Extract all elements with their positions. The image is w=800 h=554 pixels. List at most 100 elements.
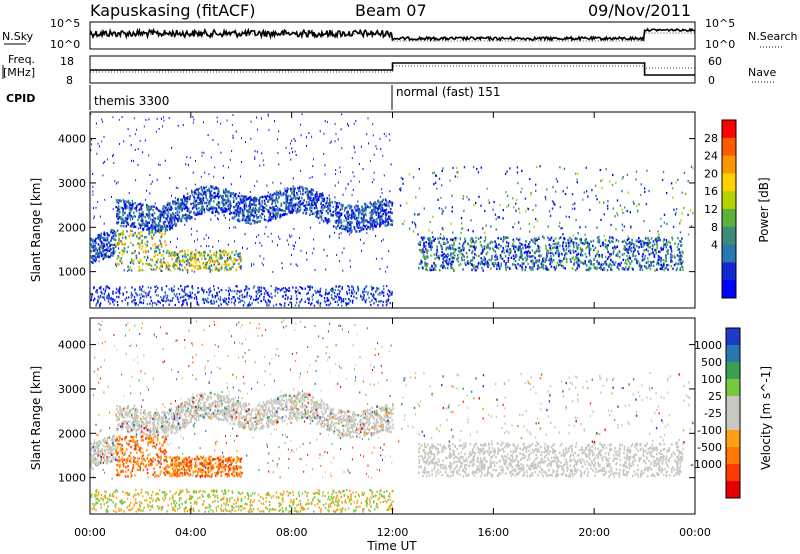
rti-cell bbox=[169, 214, 172, 218]
rti-cell bbox=[315, 206, 318, 210]
rti-cell bbox=[388, 250, 390, 253]
rti-cell bbox=[386, 212, 388, 215]
rti-cell bbox=[171, 289, 173, 292]
rti-cell bbox=[272, 217, 274, 220]
rti-cell bbox=[378, 206, 380, 209]
rti-cell bbox=[342, 224, 345, 228]
rti-cell bbox=[277, 209, 280, 212]
rti-cell bbox=[186, 285, 188, 288]
rti-cell bbox=[118, 216, 120, 219]
rti-cell bbox=[166, 229, 169, 232]
rti-cell bbox=[521, 262, 524, 265]
rti-cell bbox=[328, 291, 331, 294]
rti-cell bbox=[175, 211, 177, 215]
rti-cell bbox=[386, 208, 388, 211]
rti-cell bbox=[485, 224, 487, 227]
rti-cell bbox=[183, 203, 185, 206]
rti-cell bbox=[562, 266, 565, 269]
rti-cell bbox=[591, 189, 593, 192]
rti-cell bbox=[280, 194, 283, 197]
rti-cell bbox=[497, 262, 500, 265]
rti-cell bbox=[222, 204, 225, 208]
rti-cell bbox=[139, 214, 142, 218]
rti-cell bbox=[544, 259, 546, 262]
rti-cell bbox=[164, 159, 166, 162]
rti-cell bbox=[345, 227, 348, 230]
rti-cell bbox=[226, 257, 228, 259]
rti-cell bbox=[623, 268, 626, 271]
rti-cell bbox=[557, 249, 560, 252]
rti-cell bbox=[616, 245, 619, 248]
rti-cell bbox=[271, 240, 273, 243]
rti-cell bbox=[221, 256, 224, 259]
rti-cell bbox=[387, 218, 389, 221]
rti-cell bbox=[159, 301, 161, 304]
rti-cell bbox=[369, 201, 372, 204]
rti-cell bbox=[596, 198, 598, 201]
rti-cell bbox=[196, 238, 198, 241]
rti-cell bbox=[358, 180, 360, 183]
rti-cell bbox=[298, 189, 300, 193]
rti-cell bbox=[627, 237, 630, 240]
rti-cell bbox=[213, 302, 216, 305]
rti-cell bbox=[232, 211, 235, 215]
rti-cell bbox=[203, 190, 206, 194]
rti-cell bbox=[122, 199, 125, 202]
rti-cell bbox=[348, 215, 350, 218]
rti-cell bbox=[289, 297, 292, 301]
rti-cell bbox=[637, 250, 639, 253]
rti-cell bbox=[367, 117, 369, 120]
rti-cell bbox=[665, 192, 668, 195]
rti-cell bbox=[327, 299, 329, 302]
rti-cell bbox=[237, 207, 240, 210]
rti-cell bbox=[180, 204, 183, 207]
rti-cell bbox=[569, 258, 571, 261]
rti-cell bbox=[122, 225, 125, 228]
rti-cell bbox=[90, 250, 93, 253]
rti-cell bbox=[208, 293, 210, 297]
rti-cell bbox=[330, 140, 332, 143]
rti-cell bbox=[368, 142, 370, 145]
rti-cell bbox=[160, 117, 162, 120]
rti-cell bbox=[642, 245, 644, 248]
rti-cell bbox=[627, 251, 630, 254]
rti-cell bbox=[609, 241, 611, 244]
rti-cell bbox=[673, 254, 676, 258]
rti-cell bbox=[446, 256, 448, 259]
rti-cell bbox=[153, 220, 156, 223]
rti-cell bbox=[204, 298, 206, 301]
rti-cell bbox=[506, 170, 508, 173]
rti-cell bbox=[487, 199, 490, 202]
rti-cell bbox=[381, 192, 383, 195]
rti-cell bbox=[332, 214, 334, 217]
rti-cell bbox=[287, 188, 290, 191]
rti-cell bbox=[93, 217, 95, 220]
rti-cell bbox=[516, 247, 518, 250]
rti-cell bbox=[234, 298, 236, 302]
rti-cell bbox=[574, 202, 576, 205]
rti-cell bbox=[143, 295, 145, 298]
rti-cell bbox=[215, 203, 218, 206]
rti-cell bbox=[227, 243, 229, 246]
rti-cell bbox=[537, 264, 539, 267]
rti-cell bbox=[299, 185, 301, 189]
rti-cell bbox=[234, 212, 236, 215]
rti-cell bbox=[161, 214, 163, 217]
rti-cell bbox=[636, 239, 638, 242]
rti-cell bbox=[286, 190, 287, 193]
rti-cell bbox=[237, 255, 239, 257]
rti-cell bbox=[538, 245, 541, 249]
rti-cell bbox=[331, 290, 333, 293]
rti-cell bbox=[573, 263, 575, 266]
rti-cell bbox=[314, 203, 316, 206]
rti-cell bbox=[153, 225, 155, 228]
rti-cell bbox=[390, 292, 392, 295]
rti-cell bbox=[92, 245, 94, 248]
rti-cell bbox=[138, 244, 140, 248]
rti-cell bbox=[379, 206, 381, 209]
rti-cell bbox=[269, 193, 272, 196]
rti-cell bbox=[154, 250, 156, 254]
rti-cell bbox=[335, 211, 337, 214]
rti-cell bbox=[181, 289, 184, 292]
rti-cell bbox=[171, 221, 173, 224]
